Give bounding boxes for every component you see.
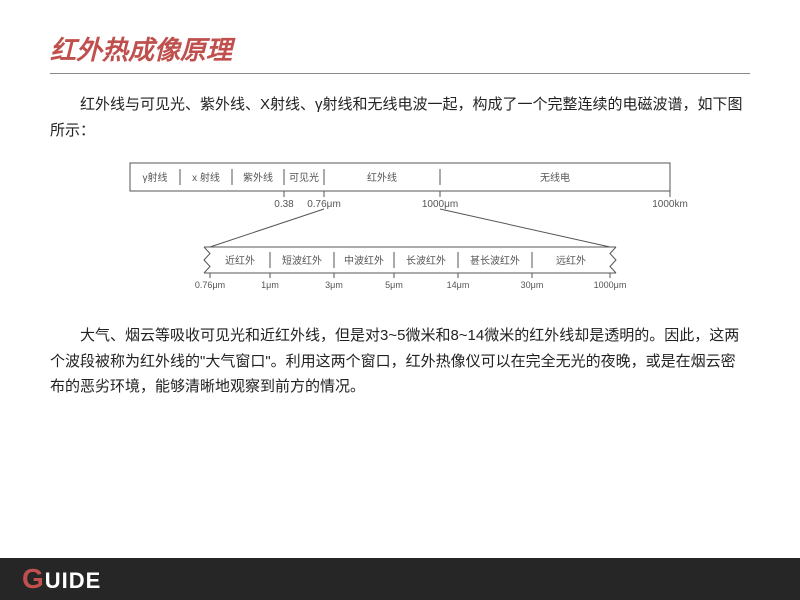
svg-text:短波红外: 短波红外 (282, 254, 322, 267)
svg-text:中波红外: 中波红外 (344, 254, 384, 267)
logo-g: G (22, 563, 45, 594)
svg-text:γ射线: γ射线 (143, 171, 168, 184)
page-title: 红外热成像原理 (50, 30, 750, 74)
body-paragraph: 大气、烟云等吸收可见光和近红外线，但是对3~5微米和8~14微米的红外线却是透明… (50, 323, 750, 400)
spectrum-svg: γ射线 x 射线 紫外线 可见光 红外线 无线电 0.38 0.76μm 1000μm 1000k… (70, 155, 730, 305)
spectrum-diagram: γ射线 x 射线 紫外线 可见光 红外线 无线电 0.38 0.76μm 1000μm 1000k… (50, 155, 750, 305)
svg-text:0.76μm: 0.76μm (307, 199, 341, 210)
svg-text:14μm: 14μm (447, 280, 470, 290)
logo-rest: UIDE (45, 568, 102, 593)
svg-text:紫外线: 紫外线 (243, 171, 273, 184)
svg-text:红外线: 红外线 (367, 171, 397, 184)
svg-text:1000km: 1000km (652, 199, 688, 210)
svg-text:远红外: 远红外 (556, 254, 586, 267)
svg-text:0.38: 0.38 (274, 199, 294, 210)
svg-text:长波红外: 长波红外 (406, 254, 446, 267)
brand-logo: GUIDE (22, 563, 101, 595)
svg-text:近红外: 近红外 (225, 254, 255, 267)
intro-paragraph: 红外线与可见光、紫外线、X射线、γ射线和无线电波一起，构成了一个完整连续的电磁波… (50, 92, 750, 143)
svg-text:3μm: 3μm (325, 280, 343, 290)
svg-text:30μm: 30μm (521, 280, 544, 290)
svg-text:5μm: 5μm (385, 280, 403, 290)
svg-text:0.76μm: 0.76μm (195, 280, 225, 290)
svg-text:无线电: 无线电 (540, 171, 570, 184)
svg-text:1000μm: 1000μm (422, 199, 458, 210)
svg-text:1000μm: 1000μm (594, 280, 627, 290)
slide-body: 红外热成像原理 红外线与可见光、紫外线、X射线、γ射线和无线电波一起，构成了一个… (0, 0, 800, 600)
svg-text:可见光: 可见光 (289, 171, 319, 184)
svg-text:甚长波红外: 甚长波红外 (470, 254, 520, 267)
footer-bar: GUIDE (0, 558, 800, 600)
svg-text:1μm: 1μm (261, 280, 279, 290)
svg-text:x 射线: x 射线 (192, 171, 220, 184)
